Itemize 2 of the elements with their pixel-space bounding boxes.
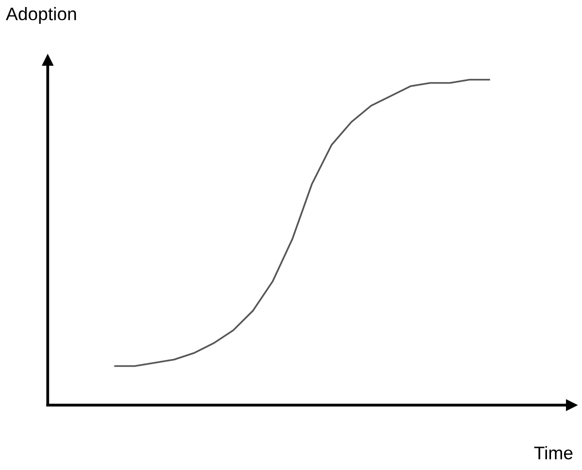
- x-axis-title: Time: [534, 446, 572, 460]
- y-axis-title: Adoption: [6, 7, 76, 24]
